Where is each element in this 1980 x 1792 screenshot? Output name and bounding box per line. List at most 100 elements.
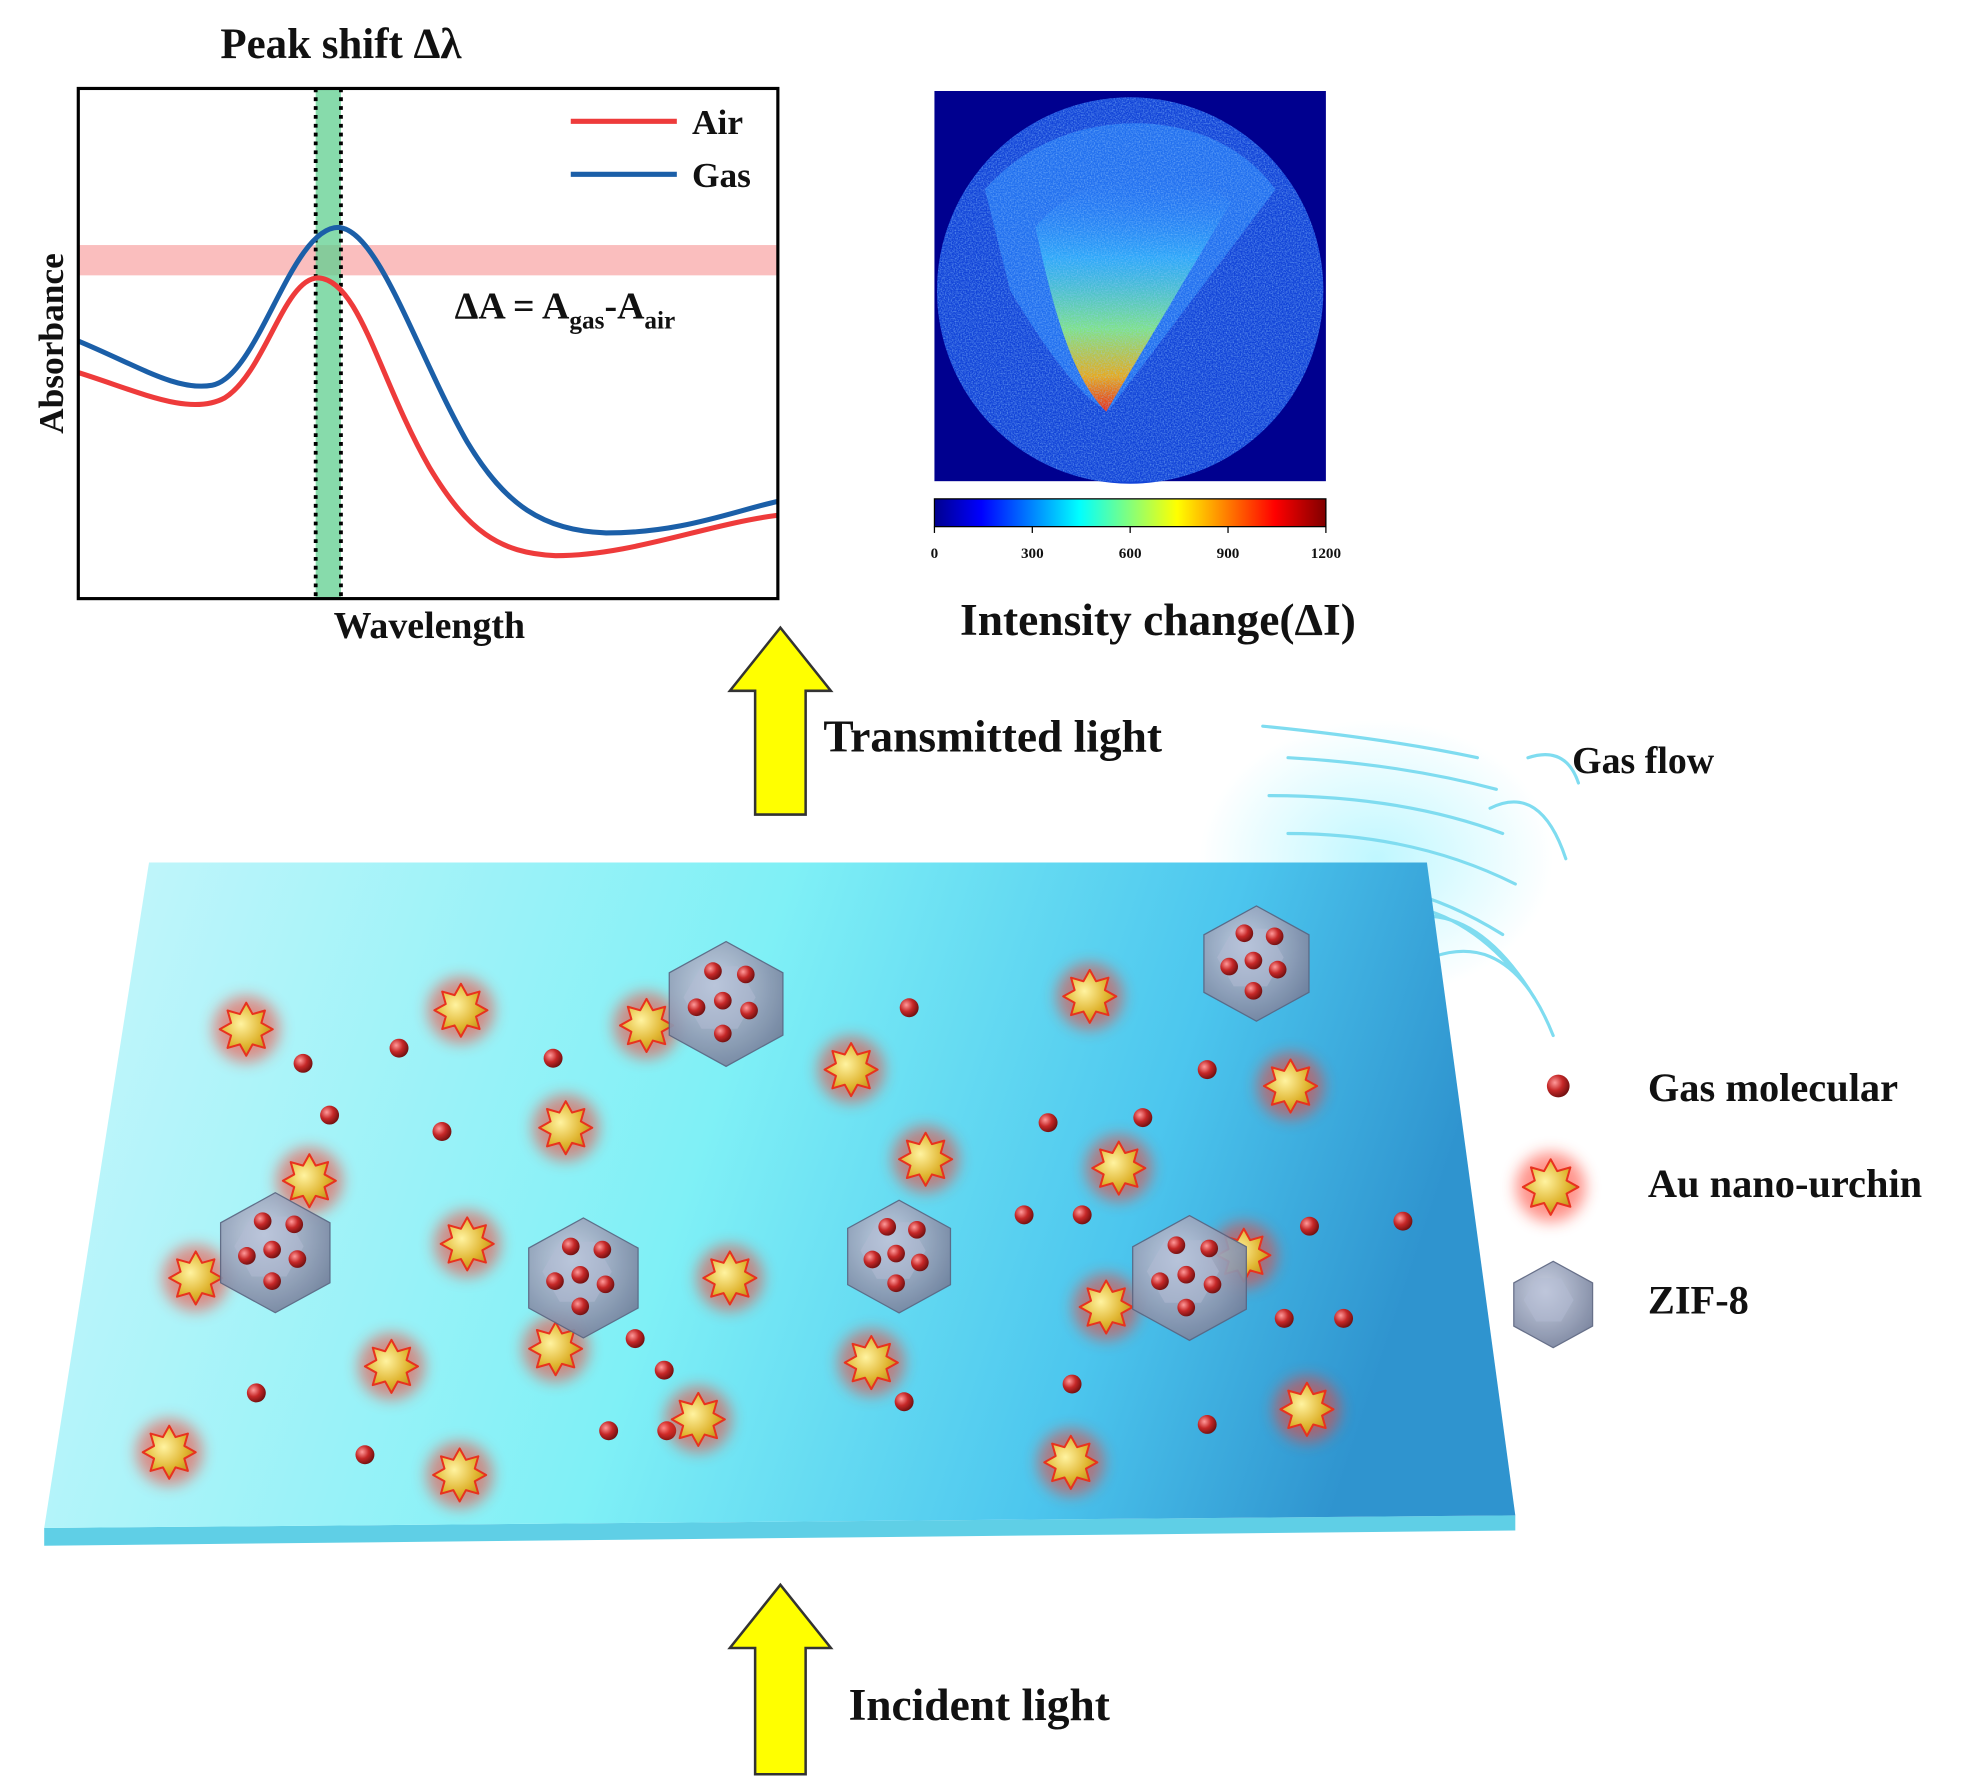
gas-flow-label: Gas flow	[1572, 740, 1715, 782]
heatmap-noise	[936, 97, 1324, 482]
gas-molecule	[911, 1253, 929, 1272]
incident-label: Incident light	[849, 1679, 1110, 1730]
gas-molecule	[687, 998, 706, 1017]
legend: Gas molecular Au nano-urchin ZIF-8	[1513, 1065, 1922, 1349]
heatmap-label: Intensity change(ΔI)	[960, 594, 1356, 645]
colorbar-tick-label: 900	[1217, 545, 1240, 562]
spectrum-title: Peak shift Δλ	[220, 21, 462, 68]
gas-molecule	[1265, 927, 1284, 946]
nano-urchin	[432, 1447, 488, 1503]
gas-molecule	[878, 1218, 897, 1236]
nano-urchin	[823, 1042, 879, 1098]
gas-molecule	[863, 1250, 882, 1269]
gas-molecule	[1177, 1265, 1196, 1284]
spectrum-panel: Peak shift Δλ Air Gas ΔA = Agas-Aair Wav…	[31, 21, 780, 647]
gas-molecule	[1197, 1414, 1217, 1434]
nano-urchin	[439, 1216, 495, 1272]
nano-urchin	[1091, 1140, 1147, 1196]
formula-sub: air	[644, 306, 675, 334]
nano-urchin	[619, 997, 675, 1053]
gas-molecule	[899, 998, 919, 1018]
gas-molecule	[1167, 1236, 1186, 1254]
gas-molecule	[1393, 1211, 1413, 1231]
colorbar-tick-label: 300	[1021, 545, 1044, 562]
gas-molecule	[704, 962, 722, 980]
gas-molecule	[1197, 1060, 1217, 1080]
formula: ΔA = Agas-Aair	[455, 285, 676, 334]
gas-molecule	[1203, 1275, 1222, 1294]
nano-urchin	[702, 1250, 758, 1306]
arrows: Transmitted light Incident light	[727, 625, 1162, 1776]
y-axis-label: Absorbance	[31, 253, 71, 434]
gas-molecule	[1062, 1374, 1082, 1394]
gas-molecule	[1300, 1216, 1319, 1236]
gas-molecule	[263, 1240, 281, 1259]
legend-label: Au nano-urchin	[1648, 1161, 1922, 1206]
gas-molecule	[1546, 1074, 1570, 1098]
gas-molecule	[1014, 1205, 1034, 1225]
gas-molecule	[1244, 981, 1263, 1000]
gas-molecule	[1072, 1205, 1092, 1225]
peak-shift-band	[315, 88, 341, 599]
legend-label: Air	[692, 102, 743, 142]
gas-molecule	[320, 1105, 340, 1125]
gas-molecule	[1244, 951, 1263, 970]
nano-urchin	[1279, 1381, 1335, 1437]
gas-molecule	[288, 1250, 307, 1268]
gas-molecule	[253, 1212, 272, 1230]
gas-molecule	[887, 1274, 905, 1293]
gas-molecule	[285, 1215, 304, 1234]
plot-frame	[76, 86, 780, 601]
legend-label: ZIF-8	[1648, 1277, 1749, 1322]
gas-molecule	[293, 1053, 313, 1073]
gas-molecule	[1038, 1113, 1058, 1133]
gas-molecule	[1268, 960, 1287, 979]
nano-urchin	[141, 1424, 197, 1480]
gas-molecule	[625, 1329, 645, 1349]
colorbar-tick-label: 1200	[1311, 545, 1341, 562]
nano-urchin	[1263, 1058, 1319, 1114]
gas-molecule	[389, 1038, 409, 1058]
gas-molecule	[1151, 1272, 1169, 1291]
gas-molecule	[1220, 957, 1239, 976]
nano-urchin	[1043, 1434, 1099, 1490]
delta-a-band	[78, 245, 778, 276]
nano-urchin	[843, 1335, 899, 1391]
gas-molecule	[1177, 1298, 1196, 1317]
gas-molecule	[1133, 1108, 1153, 1128]
nano-urchin	[168, 1250, 224, 1306]
colorbar	[933, 498, 1327, 528]
gas-molecule	[246, 1383, 266, 1403]
nano-urchin	[538, 1100, 594, 1156]
gas-molecule	[546, 1272, 564, 1290]
nano-urchin	[1078, 1279, 1134, 1335]
gas-molecule	[894, 1392, 914, 1412]
gas-molecule	[571, 1297, 590, 1316]
gas-molecule	[713, 991, 732, 1010]
nano-urchin	[898, 1131, 954, 1187]
gas-molecule	[593, 1240, 612, 1259]
x-axis-label: Wavelength	[334, 605, 525, 647]
particles	[136, 905, 1413, 1509]
nano-urchin	[1062, 968, 1118, 1024]
gas-molecule	[908, 1220, 926, 1239]
gas-curve	[77, 224, 779, 536]
colorbar-tick-label: 600	[1119, 545, 1142, 562]
gas-molecule	[740, 1001, 758, 1020]
nano-urchin	[281, 1153, 337, 1209]
gas-molecule	[736, 965, 755, 984]
nano-urchin	[218, 1001, 274, 1057]
gas-molecule	[432, 1122, 452, 1141]
gas-molecule	[561, 1237, 580, 1256]
gas-molecule	[887, 1244, 905, 1263]
nano-urchin	[670, 1391, 726, 1447]
nano-urchin	[1521, 1158, 1580, 1216]
nano-urchin	[363, 1338, 419, 1394]
transmitted-label: Transmitted light	[823, 710, 1162, 761]
gas-molecule	[543, 1048, 563, 1068]
gas-molecule	[713, 1024, 732, 1043]
gas-molecule	[263, 1272, 281, 1290]
gas-molecule	[355, 1445, 375, 1465]
formula-sub: gas	[569, 306, 604, 334]
